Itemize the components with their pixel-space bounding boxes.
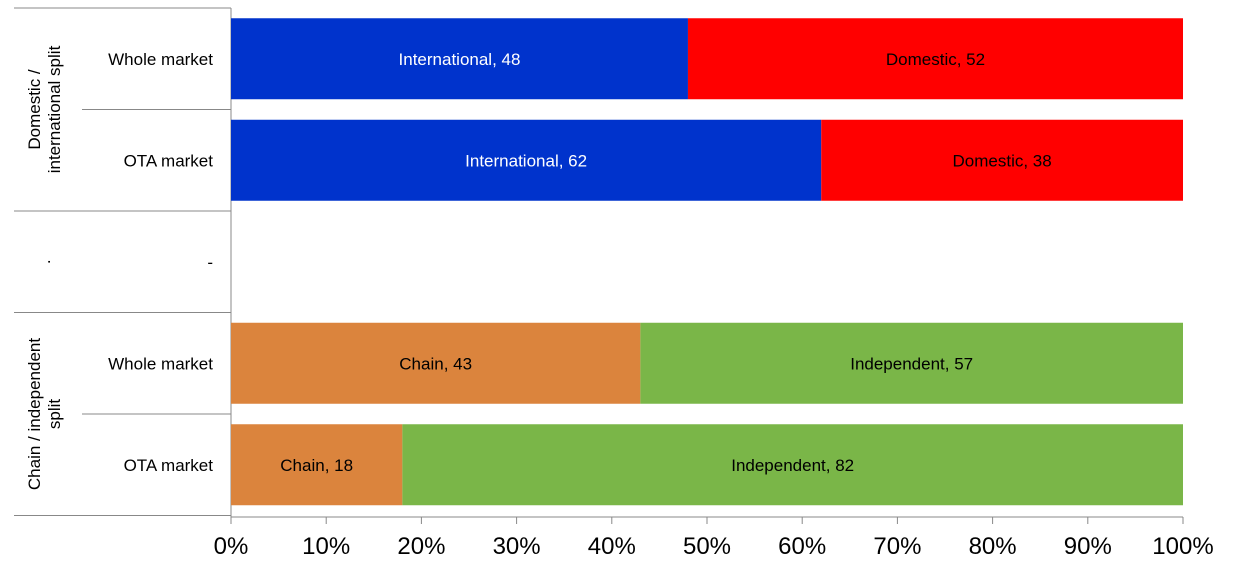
x-tick-label: 0% bbox=[214, 533, 249, 560]
group-label: . bbox=[35, 259, 54, 264]
bar-segment-chain bbox=[231, 424, 403, 506]
bars bbox=[231, 18, 1183, 506]
x-tick-label: 70% bbox=[873, 533, 921, 560]
bar-segment-independent bbox=[402, 424, 1183, 506]
data-label: International, 48 bbox=[399, 50, 521, 69]
group-label: international split bbox=[45, 45, 64, 173]
data-label: International, 62 bbox=[465, 151, 587, 170]
x-tick-label: 50% bbox=[683, 533, 731, 560]
category-label: - bbox=[207, 253, 213, 272]
x-tick-label: 80% bbox=[969, 533, 1017, 560]
x-tick-label: 10% bbox=[302, 533, 350, 560]
bar-segment-domestic bbox=[821, 119, 1183, 201]
x-tick-label: 100% bbox=[1152, 533, 1213, 560]
category-label: OTA market bbox=[124, 456, 214, 475]
group-label: Domestic / bbox=[25, 69, 44, 150]
bar-segment-domestic bbox=[687, 18, 1183, 100]
x-tick-label: 60% bbox=[778, 533, 826, 560]
data-label: Domestic, 38 bbox=[953, 151, 1052, 170]
x-tick-label: 40% bbox=[588, 533, 636, 560]
x-tick-label: 90% bbox=[1064, 533, 1112, 560]
group-label: split bbox=[45, 399, 64, 430]
x-tick-label: 20% bbox=[397, 533, 445, 560]
data-label: Independent, 57 bbox=[850, 354, 973, 373]
bar-segment-international bbox=[231, 18, 688, 100]
bar-segment-chain bbox=[231, 322, 641, 404]
data-label: Chain, 18 bbox=[280, 456, 353, 475]
data-label: Domestic, 52 bbox=[886, 50, 985, 69]
data-label: Chain, 43 bbox=[399, 354, 472, 373]
data-label: Independent, 82 bbox=[731, 456, 854, 475]
category-label: Whole market bbox=[108, 354, 213, 373]
category-label: Whole market bbox=[108, 50, 213, 69]
bar-segment-international bbox=[231, 119, 822, 201]
x-tick-label: 30% bbox=[493, 533, 541, 560]
labels: Whole market International, 48 Domestic, 5… bbox=[25, 45, 1214, 560]
category-label: OTA market bbox=[124, 151, 214, 170]
bar-segment-independent bbox=[640, 322, 1183, 404]
group-label: Chain / independent bbox=[25, 338, 44, 490]
